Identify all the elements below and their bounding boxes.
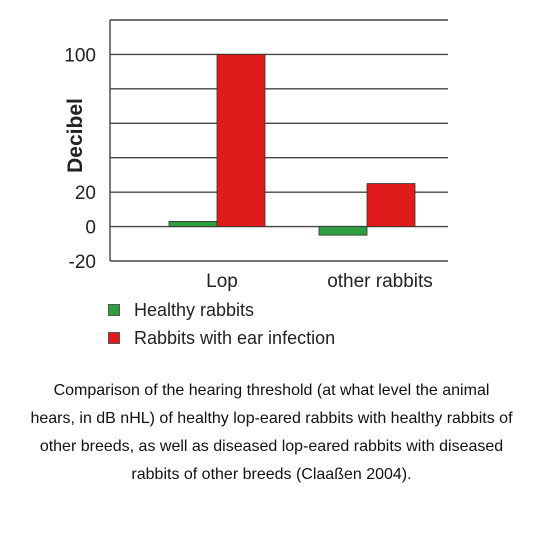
y-tick-label: 20 xyxy=(75,183,96,204)
x-category-label: other rabbits xyxy=(327,271,433,292)
x-category-label: Lop xyxy=(206,271,238,292)
legend-item-healthy: Healthy rabbits xyxy=(108,296,335,324)
x-category-labels: Lop other rabbits xyxy=(206,271,433,292)
y-axis-label: Decibel xyxy=(64,98,87,173)
legend-swatch-infected xyxy=(108,332,120,344)
bar-infected-lop xyxy=(216,54,266,227)
legend-label-infected: Rabbits with ear infection xyxy=(134,327,336,348)
grid-lines xyxy=(110,19,448,262)
bar-chart: -20 0 20 100 Lop other rabbits Decibel xyxy=(64,19,448,292)
y-tick-label: 100 xyxy=(64,45,96,66)
y-tick-label: 0 xyxy=(85,218,96,239)
figure-caption: Comparison of the hearing threshold (at … xyxy=(30,382,513,483)
bar-healthy-other xyxy=(318,226,368,236)
bar-healthy-lop xyxy=(168,221,218,227)
bar-infected-other xyxy=(366,183,416,227)
y-tick-labels: -20 0 20 100 xyxy=(64,45,96,273)
bars xyxy=(168,54,416,236)
legend: Healthy rabbits Rabbits with ear infecti… xyxy=(108,296,335,352)
y-tick-label: -20 xyxy=(69,252,96,273)
legend-label-healthy: Healthy rabbits xyxy=(134,299,255,320)
legend-item-infected: Rabbits with ear infection xyxy=(108,324,335,352)
legend-swatch-healthy xyxy=(108,304,120,316)
